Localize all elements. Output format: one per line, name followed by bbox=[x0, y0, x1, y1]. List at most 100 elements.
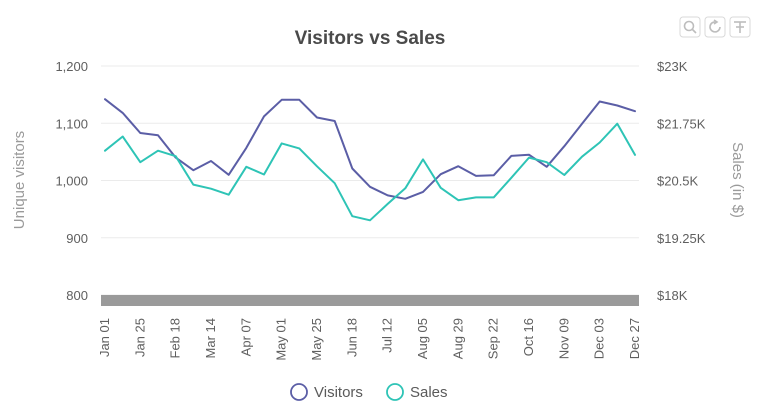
data-point-sales[interactable] bbox=[102, 148, 108, 154]
right-tick-label: $20.5K bbox=[657, 174, 699, 189]
data-point-visitors[interactable] bbox=[385, 192, 391, 198]
data-point-sales[interactable] bbox=[332, 180, 338, 186]
x-axis-ticks: Jan 01 Jan 25 Feb 18 Mar 14 Apr 07 May 01 May … bbox=[97, 318, 642, 361]
legend-item-sales[interactable]: Sales bbox=[386, 383, 448, 401]
data-point-visitors[interactable] bbox=[349, 166, 355, 172]
data-point-visitors[interactable] bbox=[226, 172, 232, 178]
left-tick-label: 1,100 bbox=[55, 116, 88, 131]
right-tick-label: $18K bbox=[657, 288, 688, 303]
data-point-visitors[interactable] bbox=[508, 153, 514, 159]
data-point-sales[interactable] bbox=[314, 163, 320, 169]
x-tick-label: Feb 18 bbox=[168, 318, 183, 358]
data-point-sales[interactable] bbox=[208, 186, 214, 192]
x-tick-label: Jan 25 bbox=[132, 318, 147, 357]
left-tick-label: 1,200 bbox=[55, 59, 88, 74]
x-tick-label: May 25 bbox=[309, 318, 324, 361]
data-point-visitors[interactable] bbox=[279, 97, 285, 103]
data-point-sales[interactable] bbox=[349, 213, 355, 219]
legend-visitors-marker bbox=[290, 383, 308, 401]
data-point-visitors[interactable] bbox=[243, 145, 249, 151]
data-point-sales[interactable] bbox=[120, 134, 126, 140]
data-point-sales[interactable] bbox=[261, 172, 267, 178]
pin-icon[interactable] bbox=[729, 16, 751, 38]
data-point-sales[interactable] bbox=[137, 159, 143, 165]
data-point-sales[interactable] bbox=[385, 201, 391, 207]
right-tick-label: $21.75K bbox=[657, 116, 706, 131]
data-point-sales[interactable] bbox=[614, 121, 620, 127]
x-tick-label: Aug 05 bbox=[415, 318, 430, 359]
data-point-sales[interactable] bbox=[561, 172, 567, 178]
data-point-visitors[interactable] bbox=[261, 113, 267, 119]
data-point-sales[interactable] bbox=[243, 164, 249, 170]
grid bbox=[101, 65, 639, 296]
data-point-visitors[interactable] bbox=[632, 108, 638, 114]
data-point-sales[interactable] bbox=[155, 148, 161, 154]
data-point-visitors[interactable] bbox=[614, 103, 620, 109]
left-axis-title: Unique visitors bbox=[11, 131, 28, 229]
reset-icon[interactable] bbox=[704, 16, 726, 38]
data-point-sales[interactable] bbox=[367, 217, 373, 223]
data-point-visitors[interactable] bbox=[296, 97, 302, 103]
x-tick-label: Sep 22 bbox=[486, 318, 501, 359]
data-point-visitors[interactable] bbox=[102, 96, 108, 102]
series-line-visitors[interactable] bbox=[104, 98, 636, 200]
right-axis-title: Sales (in $) bbox=[729, 142, 746, 218]
data-point-visitors[interactable] bbox=[120, 110, 126, 116]
x-tick-label: Apr 07 bbox=[238, 318, 253, 356]
data-point-visitors[interactable] bbox=[579, 121, 585, 127]
data-point-visitors[interactable] bbox=[402, 196, 408, 202]
data-point-sales[interactable] bbox=[632, 152, 638, 158]
toolbar bbox=[679, 16, 751, 38]
data-point-visitors[interactable] bbox=[420, 189, 426, 195]
data-point-visitors[interactable] bbox=[438, 171, 444, 177]
data-point-visitors[interactable] bbox=[190, 167, 196, 173]
data-point-visitors[interactable] bbox=[367, 184, 373, 190]
data-point-visitors[interactable] bbox=[332, 118, 338, 124]
data-point-sales[interactable] bbox=[226, 192, 232, 198]
data-point-visitors[interactable] bbox=[155, 132, 161, 138]
data-point-sales[interactable] bbox=[190, 182, 196, 188]
x-tick-label: Aug 29 bbox=[450, 318, 465, 359]
x-tick-label: Mar 14 bbox=[203, 318, 218, 358]
data-point-visitors[interactable] bbox=[473, 173, 479, 179]
left-tick-label: 900 bbox=[66, 231, 88, 246]
zoom-icon[interactable] bbox=[679, 16, 701, 38]
left-tick-label: 1,000 bbox=[55, 174, 88, 189]
x-tick-label: Oct 16 bbox=[521, 318, 536, 356]
data-point-visitors[interactable] bbox=[314, 115, 320, 121]
data-point-sales[interactable] bbox=[296, 145, 302, 151]
data-point-sales[interactable] bbox=[508, 175, 514, 181]
data-point-sales[interactable] bbox=[455, 197, 461, 203]
x-tick-label: Dec 27 bbox=[627, 318, 642, 359]
data-point-visitors[interactable] bbox=[561, 143, 567, 149]
left-axis-ticks: 800 900 1,000 1,100 1,200 bbox=[55, 59, 88, 303]
data-point-visitors[interactable] bbox=[491, 172, 497, 178]
legend: Visitors Sales bbox=[290, 383, 448, 401]
data-point-sales[interactable] bbox=[473, 194, 479, 200]
data-point-sales[interactable] bbox=[438, 185, 444, 191]
scrollbar[interactable] bbox=[101, 295, 639, 306]
legend-sales-marker bbox=[386, 383, 404, 401]
chart-title: Visitors vs Sales bbox=[295, 28, 446, 49]
data-point-sales[interactable] bbox=[402, 185, 408, 191]
legend-item-visitors[interactable]: Visitors bbox=[290, 383, 363, 401]
data-point-visitors[interactable] bbox=[455, 163, 461, 169]
series-line-sales[interactable] bbox=[104, 122, 636, 222]
x-tick-label: Dec 03 bbox=[592, 318, 607, 359]
x-tick-label: May 01 bbox=[274, 318, 289, 361]
data-point-sales[interactable] bbox=[526, 155, 532, 161]
data-point-sales[interactable] bbox=[491, 194, 497, 200]
data-point-sales[interactable] bbox=[544, 159, 550, 165]
data-point-visitors[interactable] bbox=[137, 130, 143, 136]
data-point-sales[interactable] bbox=[579, 154, 585, 160]
left-tick-label: 800 bbox=[66, 288, 88, 303]
x-tick-label: Jan 01 bbox=[97, 318, 112, 357]
data-point-sales[interactable] bbox=[420, 156, 426, 162]
data-point-sales[interactable] bbox=[173, 153, 179, 159]
data-point-sales[interactable] bbox=[597, 140, 603, 146]
data-point-sales[interactable] bbox=[279, 140, 285, 146]
data-point-visitors[interactable] bbox=[597, 99, 603, 105]
data-point-visitors[interactable] bbox=[208, 158, 214, 164]
x-tick-label: Nov 09 bbox=[556, 318, 571, 359]
